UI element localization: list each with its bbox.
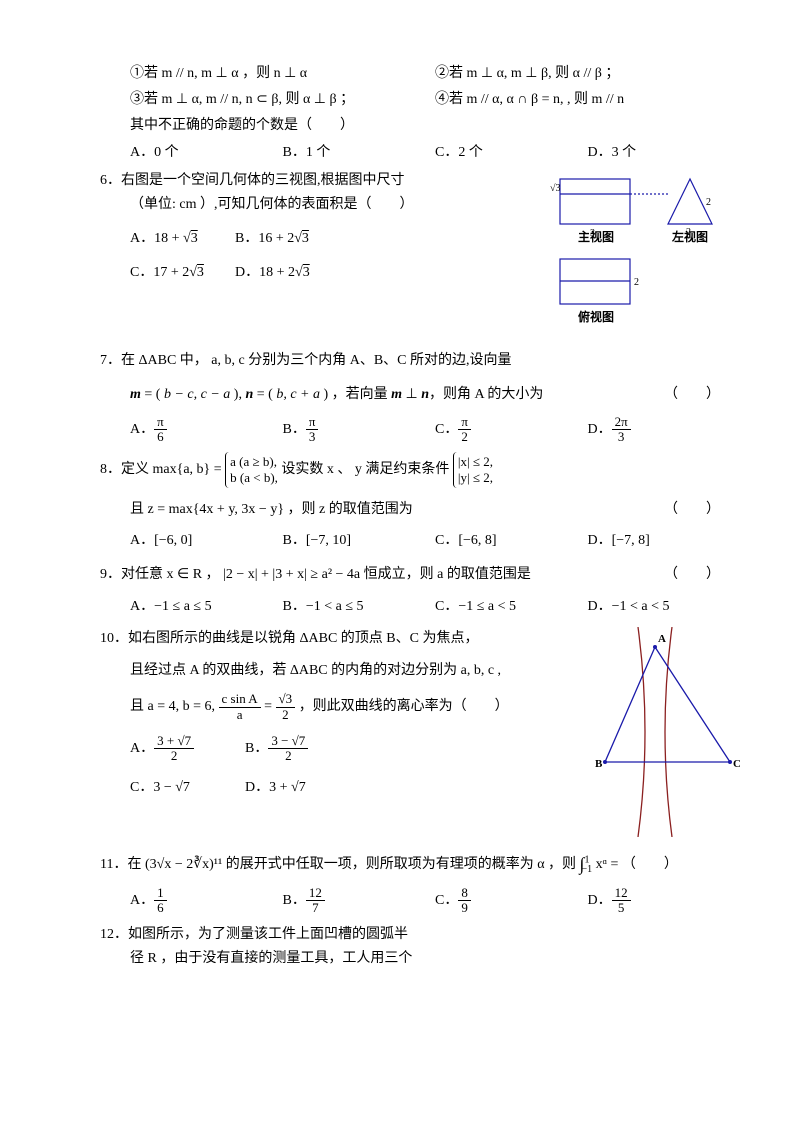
q6-optD: D．18 + 2√3 xyxy=(235,261,340,285)
q9-l1: 9．对任意 x ∈ R ， |2 − x| + |3 + x| ≥ a² − 4… xyxy=(100,567,531,582)
svg-text:C: C xyxy=(733,758,740,770)
svg-text:2: 2 xyxy=(634,277,639,288)
q12-l2: 径 R ，由于没有直接的测量工具，工人用三个 xyxy=(130,947,740,971)
q9-optB: B．−1 < a ≤ 5 xyxy=(283,595,436,619)
svg-text:√3: √3 xyxy=(550,183,561,194)
q6-l1: 6．右图是一个空间几何体的三视图,根据图中尺寸 xyxy=(100,169,550,193)
q12-l1: 12．如图所示，为了测量该工件上面凹槽的圆弧半 xyxy=(100,923,740,947)
q8-optA: A．[−6, 0] xyxy=(130,529,283,553)
q10-l1: 10．如右图所示的曲线是以锐角 ΔABC 的顶点 B、C 为焦点， xyxy=(100,627,590,651)
q11-optD: D．125 xyxy=(588,886,741,916)
q5-optB: B．1 个 xyxy=(283,141,436,165)
q5-prop1a: ①若 m // n, m ⊥ α ，则 n ⊥ α xyxy=(130,62,435,86)
q10-optC: C．3 − √7 xyxy=(130,776,245,800)
svg-text:2: 2 xyxy=(706,197,711,208)
q6-optC: C．17 + 2√3 xyxy=(130,261,235,285)
q10-hyperbola-figure: A B C xyxy=(590,627,740,837)
q10-l3: 且 a = 4, b = 6, c sin Aa = √32 ，则此双曲线的离心… xyxy=(130,692,590,722)
q7-l1: 7．在 ΔABC 中， a, b, c 分别为三个内角 A、B、C 所对的边,设… xyxy=(100,349,740,373)
answer-paren: （ ） xyxy=(664,563,720,587)
answer-paren: （ ） xyxy=(298,114,354,138)
q5-optD: D．3 个 xyxy=(588,141,741,165)
q7-vectors: = ( b − c, c − a ), xyxy=(144,387,245,402)
answer-paren: （ ） xyxy=(664,498,720,522)
q5-prop2a: ③若 m ⊥ α, m // n, n ⊂ β, 则 α ⊥ β ； xyxy=(130,88,435,112)
q10-optB: B．3 − √72 xyxy=(245,734,360,764)
q11-l1: 11．在 (3√x − 2∛x)¹¹ 的展开式中任取一项，则所取项为有理项的概率… xyxy=(100,847,740,878)
q5-optA: A．0 个 xyxy=(130,141,283,165)
q5-prop1b: ②若 m ⊥ α, m ⊥ β, 则 α // β ； xyxy=(435,62,740,86)
svg-text:B: B xyxy=(595,758,603,770)
q10-l2: 且经过点 A 的双曲线，若 ΔABC 的内角的对边分别为 a, b, c , xyxy=(130,659,590,683)
q7-optB: B．π3 xyxy=(283,415,436,445)
q10-optD: D．3 + √7 xyxy=(245,776,360,800)
q5-optC: C．2 个 xyxy=(435,141,588,165)
q8-l1: 8．定义 max{a, b} = a (a ≥ b),b (a < b), 设实… xyxy=(100,452,740,487)
q8-optC: C．[−6, 8] xyxy=(435,529,588,553)
q9-optC: C．−1 ≤ a < 5 xyxy=(435,595,588,619)
answer-paren: （ ） xyxy=(664,383,720,407)
q8-l2: 且 z = max{4x + y, 3x − y} ，则 z 的取值范围为 xyxy=(130,502,413,517)
q6-threeview-figure: √3 3 2 2 2 主视图 左视图 俯视图 xyxy=(550,169,740,349)
q5-prop2b: ④若 m // α, α ∩ β = n, , 则 m // n xyxy=(435,88,740,112)
q7-optA: A．π6 xyxy=(130,415,283,445)
q6-optA: A．18 + √3 xyxy=(130,227,235,251)
svg-text:左视图: 左视图 xyxy=(671,229,708,244)
q5-stem: 其中不正确的命题的个数是 xyxy=(130,114,298,138)
q8-optD: D．[−7, 8] xyxy=(588,529,741,553)
q8-optB: B．[−7, 10] xyxy=(283,529,436,553)
q11-optB: B．127 xyxy=(283,886,436,916)
svg-text:俯视图: 俯视图 xyxy=(578,309,614,324)
q7-optC: C．π2 xyxy=(435,415,588,445)
q11-optC: C．89 xyxy=(435,886,588,916)
svg-text:A: A xyxy=(658,633,666,645)
q6-l2: （单位: cm ）,可知几何体的表面积是（ ） xyxy=(130,193,550,217)
q11-optA: A．16 xyxy=(130,886,283,916)
svg-text:主视图: 主视图 xyxy=(578,229,614,244)
q10-optA: A．3 + √72 xyxy=(130,734,245,764)
q7-optD: D．2π3 xyxy=(588,415,741,445)
q9-optA: A．−1 ≤ a ≤ 5 xyxy=(130,595,283,619)
q6-optB: B．16 + 2√3 xyxy=(235,227,340,251)
q9-optD: D．−1 < a < 5 xyxy=(588,595,741,619)
